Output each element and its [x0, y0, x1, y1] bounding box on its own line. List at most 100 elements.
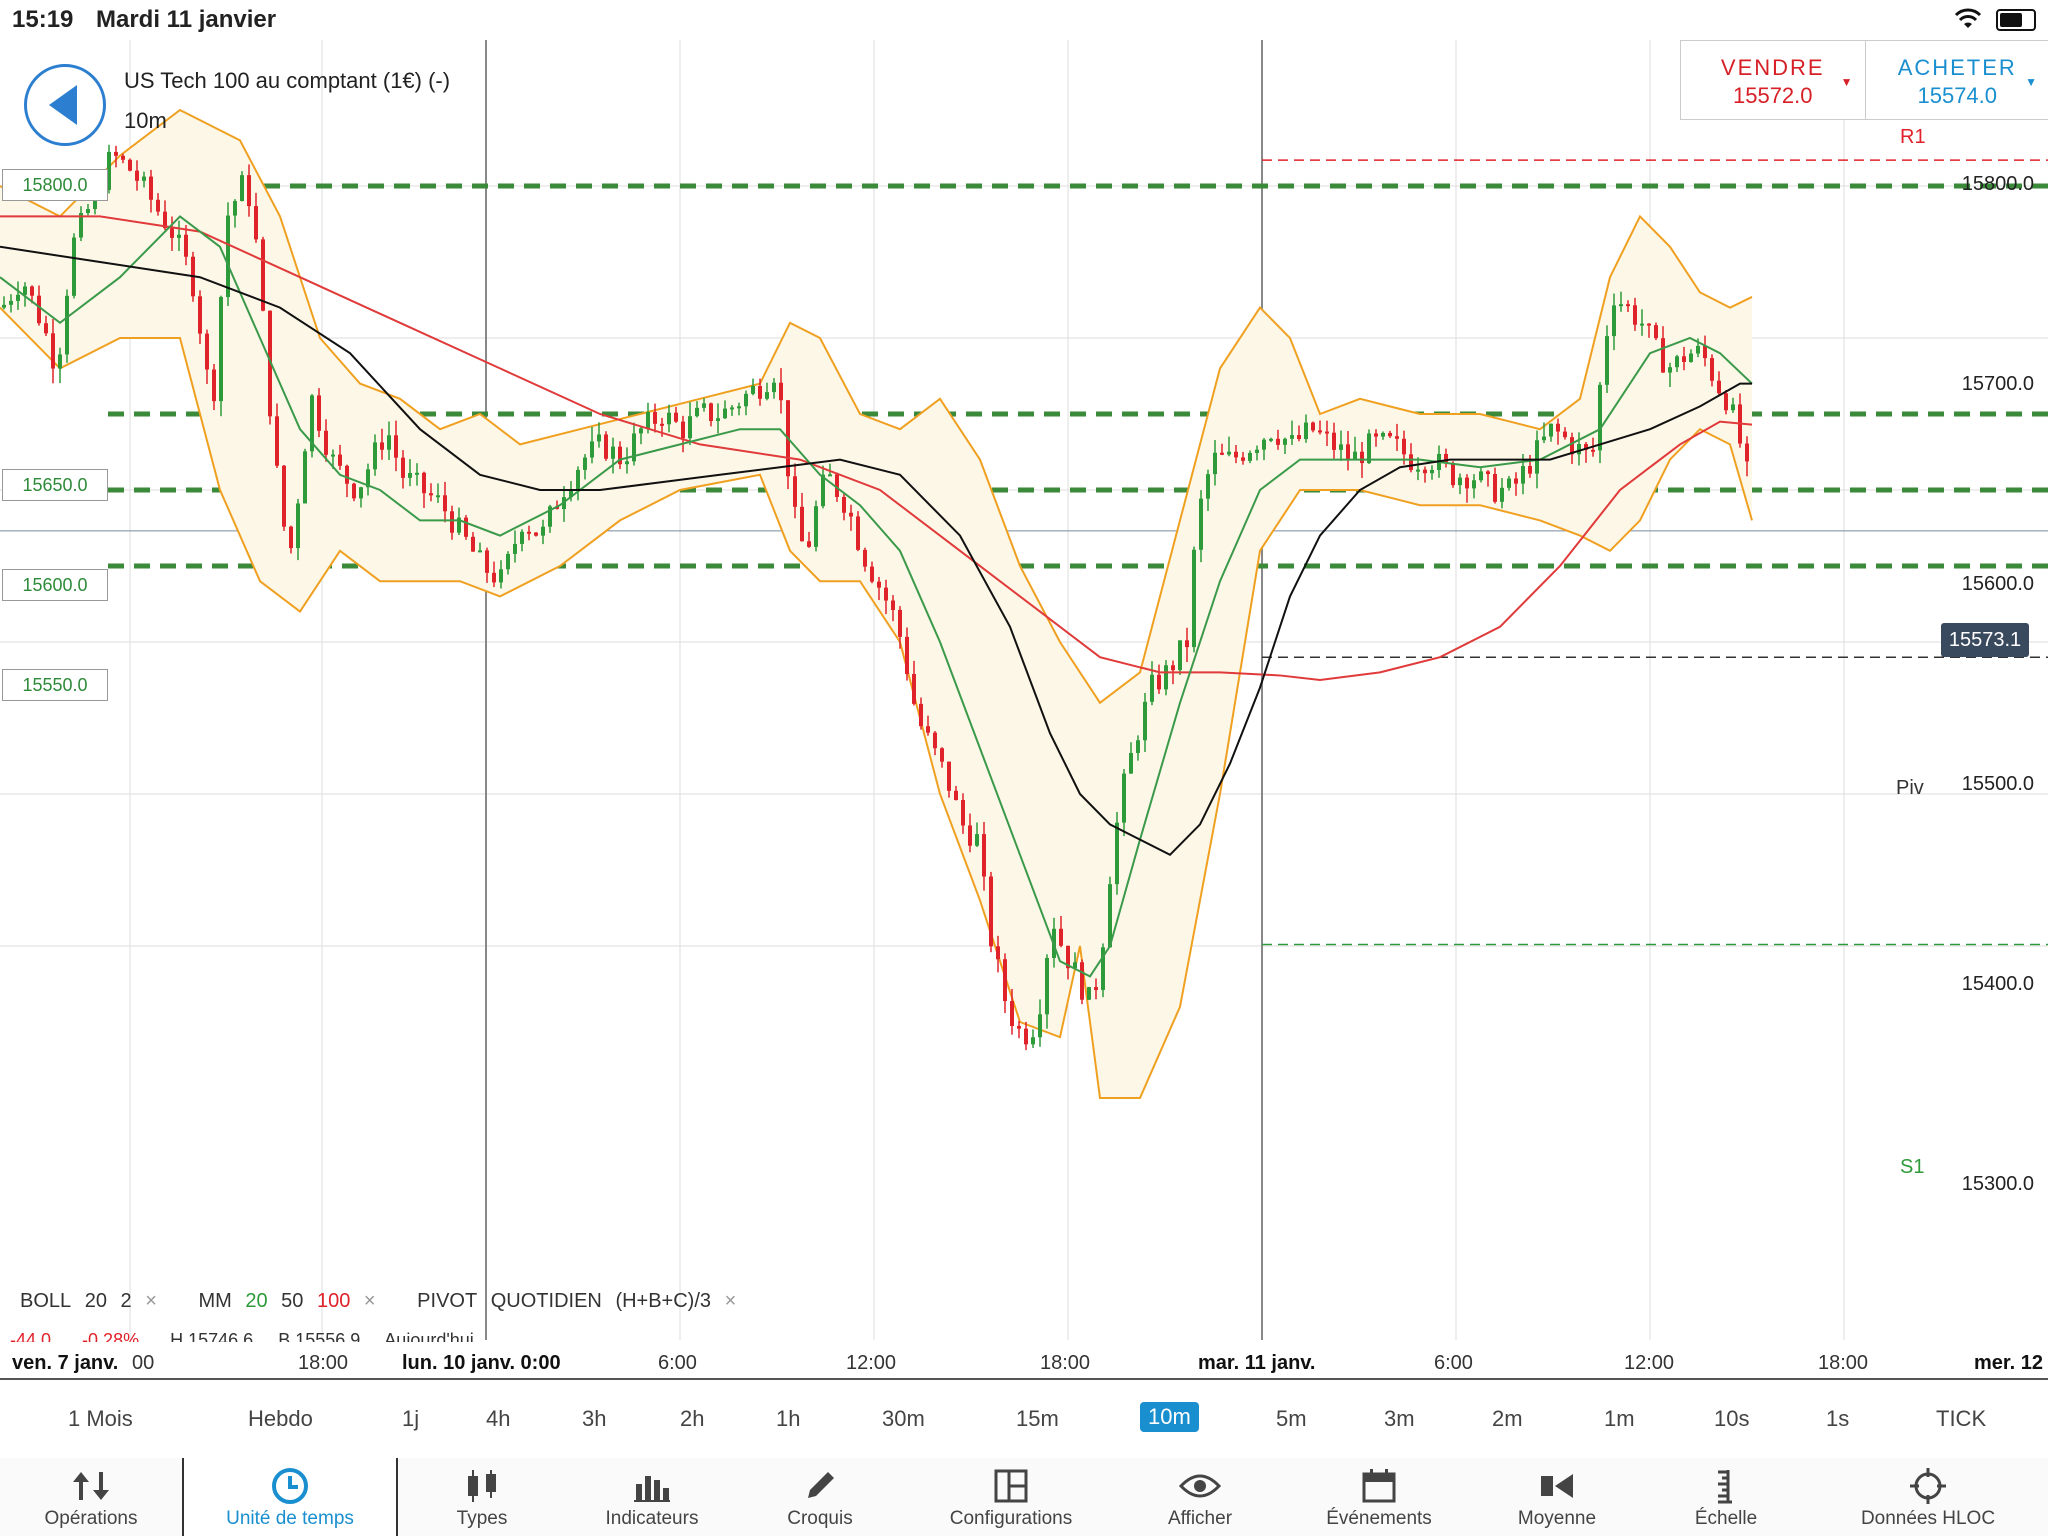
candle-body — [51, 333, 55, 369]
candle-body — [968, 825, 972, 846]
candle-body — [1017, 1025, 1021, 1029]
timeframe-option[interactable]: 3h — [582, 1406, 607, 1431]
nav-label: Données HLOC — [1860, 1508, 1996, 1529]
timeframe-option[interactable]: 4h — [486, 1406, 511, 1431]
boll-label[interactable]: BOLL — [20, 1290, 72, 1312]
remove-boll-icon[interactable]: × — [145, 1290, 157, 1312]
candle-body — [1171, 665, 1175, 671]
candle-body — [1374, 433, 1378, 437]
pencil-icon — [760, 1464, 880, 1508]
candle-body — [401, 457, 405, 478]
candle-body — [478, 550, 482, 553]
nav-operations[interactable]: Opérations — [0, 1458, 182, 1536]
nav-events[interactable]: Événements — [1314, 1458, 1444, 1536]
timeframe-option[interactable]: 1 Mois — [68, 1406, 133, 1431]
mm-label[interactable]: MM — [198, 1290, 232, 1312]
candle-body — [1353, 451, 1357, 460]
nav-hloc-data[interactable]: Données HLOC — [1840, 1458, 2016, 1536]
candle-body — [1178, 640, 1182, 671]
candle-body — [1297, 435, 1301, 440]
stats-line: -44.0 -0.28% H 15746.6 B 15556.9 Aujourd… — [10, 1330, 474, 1342]
timeframe-option[interactable]: 5m — [1276, 1406, 1307, 1431]
remove-pivot-icon[interactable]: × — [724, 1290, 737, 1312]
back-button[interactable] — [24, 64, 106, 146]
level-tag-15550[interactable]: 15550.0 — [2, 669, 108, 701]
timeframe-option[interactable]: 1j — [402, 1406, 420, 1431]
level-tag-15800[interactable]: 15800.0 — [2, 169, 108, 201]
timeframe-option-active[interactable]: 10m — [1140, 1402, 1199, 1432]
nav-indicators[interactable]: Indicateurs — [584, 1458, 720, 1536]
buy-button[interactable]: ACHETER 15574.0 ▼ — [1864, 41, 2048, 119]
candle-body — [86, 209, 90, 213]
candle-body — [1682, 356, 1686, 362]
nav-display[interactable]: Afficher — [1150, 1458, 1250, 1536]
candle-body — [1668, 367, 1672, 373]
candle-body — [1108, 884, 1112, 948]
timeframe-option[interactable]: 2m — [1492, 1406, 1523, 1431]
candle-body — [261, 239, 265, 311]
nav-divider — [182, 1458, 184, 1536]
candle-body — [387, 435, 391, 450]
candle-body — [114, 151, 118, 156]
nav-sketch[interactable]: Croquis — [760, 1458, 880, 1536]
status-bar: 15:19 Mardi 11 janvier — [0, 0, 2048, 40]
timeframe-option[interactable]: 1h — [776, 1406, 801, 1431]
stat-low: B 15556.9 — [278, 1330, 361, 1342]
nav-types[interactable]: Types — [420, 1458, 544, 1536]
candle-body — [79, 212, 83, 238]
candle-body — [1731, 404, 1735, 411]
time-label: ven. 7 janv. — [8, 1352, 123, 1375]
pivot-label[interactable]: PIVOT — [417, 1290, 478, 1312]
candle-body — [905, 636, 909, 675]
nav-time-unit[interactable]: Unité de temps — [184, 1458, 396, 1536]
candle-body — [373, 442, 377, 470]
candle-body — [184, 234, 188, 257]
candle-body — [135, 170, 139, 181]
layout-icon — [936, 1464, 1086, 1508]
candle-body — [1444, 453, 1448, 464]
timeframe-option[interactable]: Hebdo — [248, 1406, 313, 1431]
candle-body — [1500, 487, 1504, 502]
candle-body — [1486, 471, 1490, 475]
time-label: 18:00 — [1818, 1352, 1869, 1374]
stat-change: -44.0 — [10, 1330, 52, 1342]
candle-body — [1451, 463, 1455, 486]
timeframe-option[interactable]: 15m — [1016, 1406, 1059, 1431]
timeframe-option[interactable]: 10s — [1714, 1406, 1750, 1431]
candle-body — [1087, 987, 1091, 1000]
candle-body — [457, 517, 461, 533]
candle-body — [324, 430, 328, 455]
candle-body — [1150, 674, 1154, 702]
timeframe-option[interactable]: 2h — [680, 1406, 705, 1431]
nav-scale[interactable]: Échelle — [1676, 1458, 1776, 1536]
candle-body — [1101, 947, 1105, 990]
candle-body — [352, 483, 356, 499]
candle-body — [583, 457, 587, 470]
level-tag-15600[interactable]: 15600.0 — [2, 569, 108, 601]
timeframe-option[interactable]: TICK — [1936, 1406, 1987, 1431]
candle-body — [891, 600, 895, 610]
candle-body — [1045, 957, 1049, 1015]
nav-configurations[interactable]: Configurations — [936, 1458, 1086, 1536]
candle-body — [1339, 444, 1343, 450]
candle-body — [933, 732, 937, 749]
candle-body — [303, 451, 307, 504]
stat-pct: -0.28% — [82, 1330, 140, 1342]
candle-body — [702, 403, 706, 408]
buy-price: 15574.0 — [1917, 83, 1998, 108]
timeframe-option[interactable]: 30m — [882, 1406, 925, 1431]
candle-body — [779, 382, 783, 401]
level-tag-15650[interactable]: 15650.0 — [2, 469, 108, 501]
timeframe-option[interactable]: 1m — [1604, 1406, 1635, 1431]
candle-body — [618, 446, 622, 465]
remove-mm-icon[interactable]: × — [363, 1290, 376, 1312]
candle-body — [695, 407, 699, 417]
mm-period-20: 20 — [245, 1290, 268, 1312]
sell-button[interactable]: VENDRE 15572.0 ▼ — [1681, 41, 1865, 119]
candle-body — [1465, 477, 1469, 489]
timeframe-option[interactable]: 1s — [1826, 1406, 1850, 1431]
nav-average[interactable]: Moyenne — [1502, 1458, 1612, 1536]
price-chart[interactable] — [0, 40, 2048, 1340]
candle-body — [485, 550, 489, 573]
timeframe-option[interactable]: 3m — [1384, 1406, 1415, 1431]
